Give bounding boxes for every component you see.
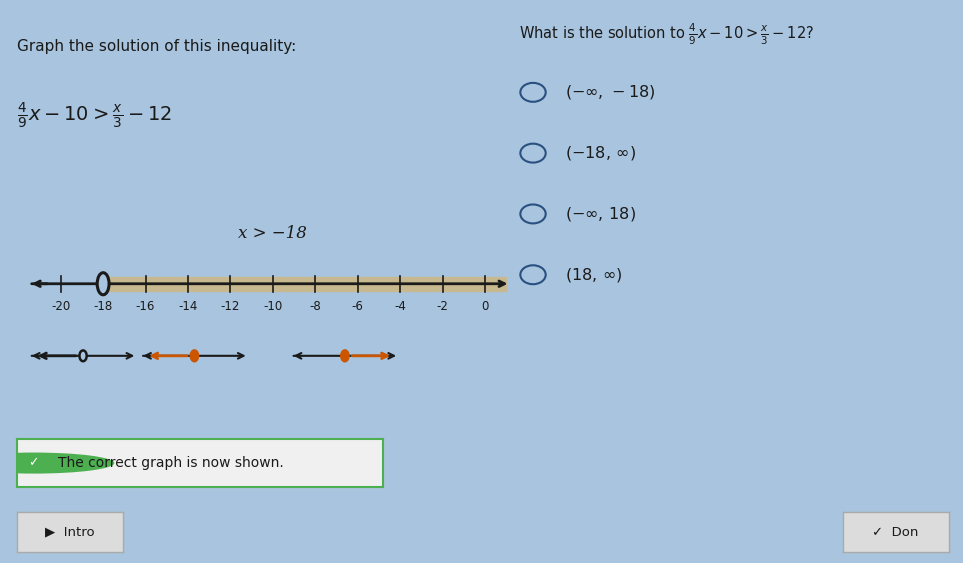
Circle shape [80, 350, 87, 361]
Text: ✓: ✓ [29, 457, 39, 470]
Text: Graph the solution of this inequality:: Graph the solution of this inequality: [17, 39, 297, 55]
Text: $(18,\,\infty)$: $(18,\,\infty)$ [564, 266, 622, 284]
Text: -18: -18 [93, 300, 113, 313]
Text: ▶  Intro: ▶ Intro [45, 525, 95, 539]
Text: $\frac{4}{9}x - 10 > \frac{x}{3} - 12$: $\frac{4}{9}x - 10 > \frac{x}{3} - 12$ [17, 101, 172, 131]
Text: -6: -6 [351, 300, 364, 313]
Text: -20: -20 [51, 300, 70, 313]
Text: $(-\infty,\,18)$: $(-\infty,\,18)$ [564, 205, 636, 223]
Text: -8: -8 [309, 300, 321, 313]
Text: $(-18,\,\infty)$: $(-18,\,\infty)$ [564, 144, 636, 162]
Text: -14: -14 [178, 300, 197, 313]
Text: -4: -4 [394, 300, 406, 313]
Text: $(-\infty,\,-18)$: $(-\infty,\,-18)$ [564, 83, 656, 101]
Text: x > −18: x > −18 [239, 225, 307, 242]
Text: -12: -12 [221, 300, 240, 313]
Text: The correct graph is now shown.: The correct graph is now shown. [58, 456, 283, 470]
Circle shape [341, 350, 349, 361]
Text: ✓  Don: ✓ Don [872, 525, 919, 539]
Text: -2: -2 [436, 300, 449, 313]
Text: -10: -10 [263, 300, 282, 313]
Text: 0: 0 [482, 300, 488, 313]
Text: -16: -16 [136, 300, 155, 313]
Text: What is the solution to $\frac{4}{9}x - 10 > \frac{x}{3} - 12$?: What is the solution to $\frac{4}{9}x - … [519, 21, 815, 47]
Circle shape [0, 453, 115, 473]
Circle shape [97, 272, 109, 295]
Circle shape [191, 350, 198, 361]
